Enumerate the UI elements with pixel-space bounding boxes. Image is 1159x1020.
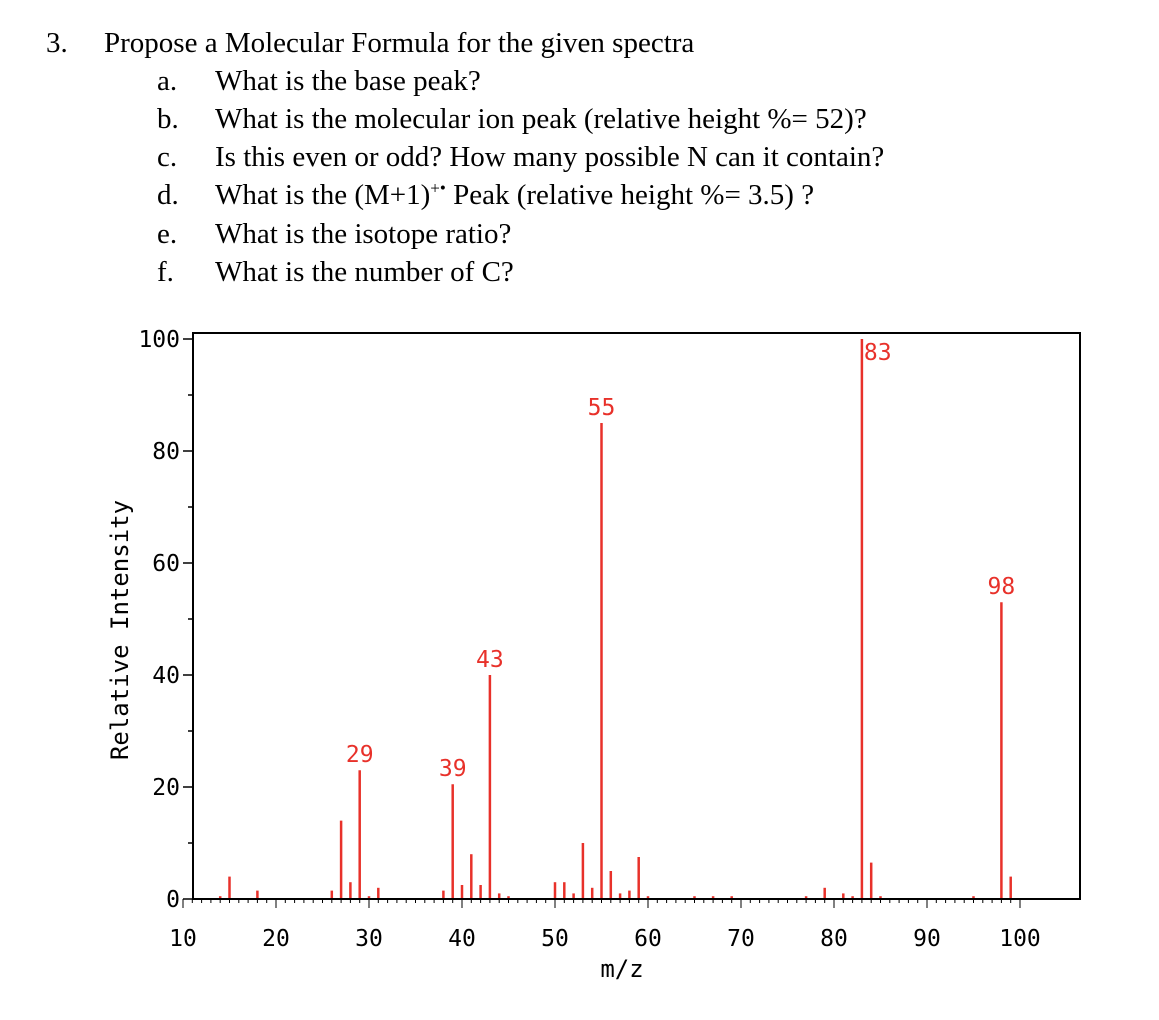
x-tick-label: 60 [634, 926, 662, 952]
x-tick-label: 100 [999, 926, 1041, 952]
y-tick-label: 80 [152, 439, 180, 465]
plot-frame [192, 332, 1081, 900]
subquestion-c-text: Is this even or odd? How many possible N… [215, 141, 885, 173]
question-number: 3. [46, 27, 68, 59]
x-tick-label: 50 [541, 926, 569, 952]
question-title: Propose a Molecular Formula for the give… [104, 27, 695, 59]
x-tick-label: 10 [169, 926, 197, 952]
subquestion-b-letter: b. [157, 103, 179, 135]
radical-cation-superscript: +• [430, 178, 446, 198]
peak-label: 83 [864, 340, 892, 366]
y-axis-label: Relative Intensity [106, 500, 134, 760]
subquestion-a-text: What is the base peak? [215, 65, 481, 97]
subquestion-d-text-before: What is the (M+1) [215, 179, 431, 211]
y-tick-label: 0 [166, 887, 180, 913]
peak-bars [218, 339, 1012, 899]
subquestion-f-text: What is the number of C? [215, 256, 514, 288]
x-tick-label: 90 [913, 926, 941, 952]
subquestion-e-letter: e. [157, 218, 178, 250]
peak-label: 98 [988, 574, 1016, 600]
subquestion-b-text: What is the molecular ion peak (relative… [215, 103, 867, 135]
x-tick-label: 40 [448, 926, 476, 952]
x-axis-label: m/z [600, 955, 643, 983]
y-tick-label: 60 [152, 551, 180, 577]
x-tick-label: 20 [262, 926, 290, 952]
y-tick-label: 100 [138, 327, 180, 353]
peak-label: 29 [346, 742, 374, 768]
peak-labels: 29 39 43 55 83 98 [346, 340, 1015, 782]
subquestion-d-text-after: Peak (relative height %= 3.5) ? [445, 179, 815, 211]
subquestion-c-letter: c. [157, 141, 178, 173]
peak-label: 55 [588, 395, 616, 421]
y-tick-label: 40 [152, 663, 180, 689]
subquestion-d-text: What is the (M+1)+• Peak (relative heigh… [215, 178, 815, 211]
peak-label: 43 [476, 647, 504, 673]
x-tick-label: 80 [820, 926, 848, 952]
x-tick-label: 30 [355, 926, 383, 952]
x-tick-label: 70 [727, 926, 755, 952]
subquestion-a-letter: a. [157, 65, 178, 97]
peak-label: 39 [439, 756, 467, 782]
y-tick-label: 20 [152, 775, 180, 801]
subquestion-d-letter: d. [157, 179, 179, 211]
tick-labels: 10 20 30 40 50 60 70 80 90 100 0 20 40 60 80 100 [138, 327, 1040, 952]
subquestion-e-text: What is the isotope ratio? [215, 218, 512, 250]
subquestion-f-letter: f. [157, 256, 174, 288]
